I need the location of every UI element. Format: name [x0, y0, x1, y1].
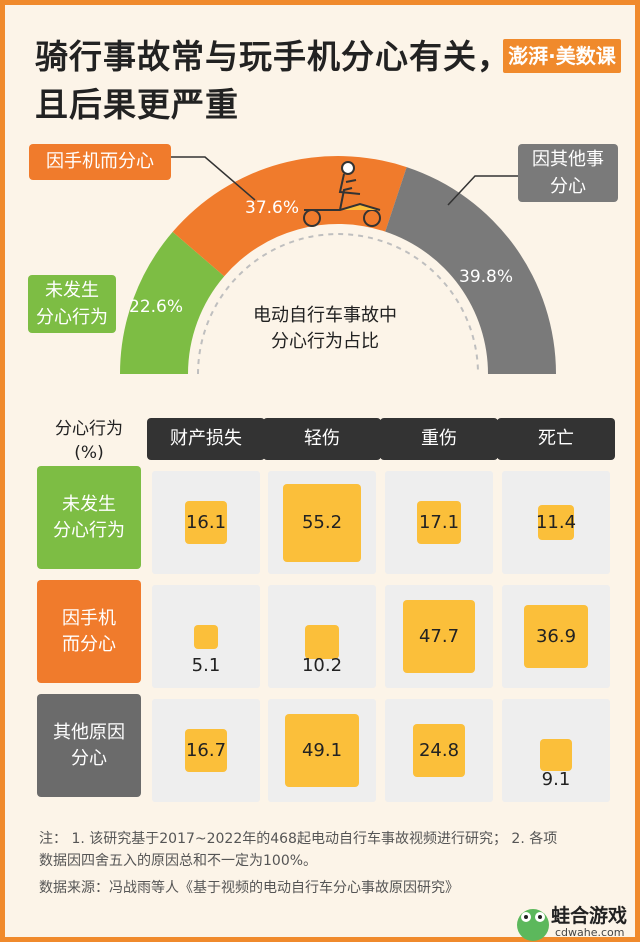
- watermark-title: 蛙合游戏: [551, 905, 628, 927]
- page-title: 骑行事故常与玩手机分心有关， 且后果更严重: [35, 33, 511, 129]
- row-header-other: 其他原因 分心: [37, 694, 141, 797]
- row-other-line2: 分心: [71, 747, 107, 769]
- scooter-rider-icon: [303, 161, 381, 227]
- heatmap-square: [538, 504, 574, 541]
- heatmap-square: [540, 739, 572, 771]
- heatmap-square: [417, 500, 461, 545]
- heatmap-value-label: 47.7: [418, 625, 460, 647]
- row-none-line2: 分心行为: [53, 519, 125, 541]
- heatmap-value-label: 17.1: [418, 511, 460, 533]
- donut-center-caption: 电动自行车事故中 分心行为占比: [235, 303, 415, 355]
- heatmap-value-label: 11.4: [535, 511, 577, 533]
- heatmap-value-label: 49.1: [301, 739, 343, 761]
- heatmap-value-label: 55.2: [301, 511, 343, 533]
- corner-line-1: 分心行为: [55, 419, 123, 439]
- center-line-2: 分心行为占比: [271, 331, 379, 352]
- heatmap-value-label: 9.1: [541, 769, 571, 790]
- legend-label-phone: 因手机而分心: [29, 144, 171, 180]
- heatmap-square: [285, 713, 359, 788]
- title-line-2: 且后果更严重: [35, 85, 239, 124]
- row-header-none: 未发生 分心行为: [37, 466, 141, 569]
- heatmap-value-label: 16.1: [185, 511, 227, 533]
- column-header: 财产损失: [147, 418, 265, 460]
- legend-none-line1: 未发生: [45, 280, 99, 301]
- heatmap-value-label: 10.2: [301, 655, 343, 676]
- heatmap-square: [184, 729, 228, 772]
- heatmap-square: [184, 501, 228, 544]
- corner-line-2: (%): [74, 443, 104, 463]
- row-other-line1: 其他原因: [53, 721, 125, 743]
- data-label-phone: 37.6%: [245, 198, 300, 218]
- heatmap-value-label: 36.9: [535, 625, 577, 647]
- column-header: 轻伤: [263, 418, 381, 460]
- column-header: 重伤: [380, 418, 498, 460]
- legend-label-none: 未发生 分心行为: [28, 275, 116, 333]
- donut-slice-orange: [172, 156, 407, 277]
- footnote-line-1: 注： 1. 该研究基于2017~2022年的468起电动自行车事故视频进行研究；…: [39, 831, 558, 847]
- heatmap-value-label: 5.1: [191, 655, 221, 676]
- legend-other-line2: 分心: [550, 176, 586, 197]
- center-line-1: 电动自行车事故中: [253, 305, 397, 326]
- watermark-logo: 蛙合游戏 cdwahe.com: [513, 901, 640, 945]
- donut-slice-green: [120, 231, 225, 374]
- legend-none-line2: 分心行为: [36, 307, 108, 328]
- legend-label-other: 因其他事 分心: [518, 144, 618, 202]
- title-line-1: 骑行事故常与玩手机分心有关，: [35, 37, 511, 76]
- row-phone-line1: 因手机: [62, 607, 116, 629]
- table-corner-label: 分心行为 (%): [37, 417, 141, 465]
- donut-slice-gray: [385, 167, 556, 374]
- data-label-other: 39.8%: [459, 267, 514, 287]
- footnote-line-2: 数据因四舍五入的原因总和不一定为100%。: [39, 853, 318, 869]
- data-label-none: 22.6%: [129, 297, 184, 317]
- heatmap-square: [283, 483, 361, 562]
- heatmap-value-label: 16.7: [185, 739, 227, 761]
- leader-lines: [166, 156, 518, 206]
- row-header-phone: 因手机 而分心: [37, 580, 141, 683]
- brand-logo: 澎湃·美数课: [503, 39, 621, 73]
- inner-dashed-arc: [197, 233, 479, 375]
- row-phone-line2: 而分心: [62, 633, 116, 655]
- row-none-line1: 未发生: [62, 493, 116, 515]
- legend-other-line1: 因其他事: [532, 149, 604, 170]
- source-note: 数据来源：冯战雨等人《基于视频的电动自行车分心事故原因研究》: [39, 880, 459, 896]
- heatmap-square: [305, 625, 339, 659]
- heatmap-square: [524, 604, 588, 669]
- column-header: 死亡: [497, 418, 615, 460]
- heatmap-square: [194, 625, 218, 649]
- watermark-url: cdwahe.com: [555, 926, 625, 939]
- heatmap-square: [412, 724, 466, 777]
- frog-icon: [517, 909, 549, 941]
- heatmap-square: [402, 600, 476, 673]
- heatmap-value-label: 24.8: [418, 739, 460, 761]
